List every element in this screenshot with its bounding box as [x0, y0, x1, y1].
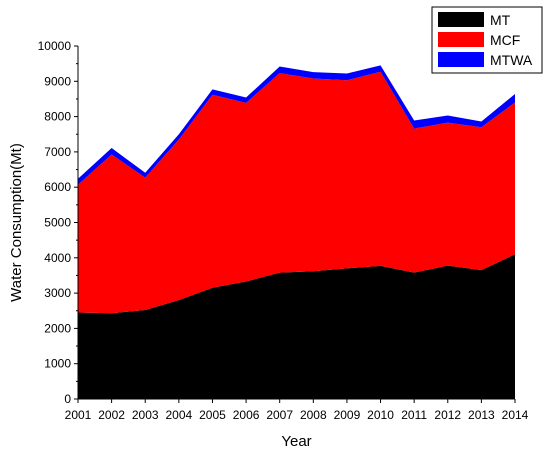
x-tick-label: 2007 [266, 408, 293, 422]
y-tick-label: 6000 [44, 180, 71, 194]
y-tick-label: 5000 [44, 216, 71, 230]
legend-swatch-mt [438, 12, 484, 27]
y-tick-label: 10000 [38, 39, 72, 53]
x-axis-title: Year [281, 433, 311, 450]
x-tick-label: 2010 [367, 408, 394, 422]
legend-swatch-mtwa [438, 52, 484, 67]
x-tick-label: 2008 [300, 408, 327, 422]
area-series-mtwa [78, 65, 515, 185]
axes: 0 1000 2000 3000 4000 5000 6000 7000 8000 9000 100… [38, 39, 529, 422]
x-axis-ticks: 2001 2002 2003 2004 2005 2006 2007 2008 2009 2010… [65, 399, 529, 422]
x-tick-label: 2004 [165, 408, 192, 422]
x-tick-label: 2001 [65, 408, 92, 422]
area-series-mcf [78, 71, 515, 314]
x-tick-label: 2006 [233, 408, 260, 422]
y-axis-title: Water Consumption(Mt) [8, 143, 25, 302]
x-tick-label: 2005 [199, 408, 226, 422]
y-tick-label: 8000 [44, 110, 71, 124]
legend-label-mt: MT [490, 12, 511, 28]
y-tick-label: 4000 [44, 251, 71, 265]
y-tick-label: 2000 [44, 321, 71, 335]
legend-label-mtwa: MTWA [490, 52, 533, 68]
x-tick-label: 2013 [468, 408, 495, 422]
legend-label-mcf: MCF [490, 32, 520, 48]
area-series-layer [78, 65, 515, 399]
y-tick-label: 0 [64, 392, 71, 406]
legend-swatch-mcf [438, 32, 484, 47]
x-tick-label: 2002 [98, 408, 125, 422]
x-tick-label: 2009 [334, 408, 361, 422]
y-tick-label: 3000 [44, 286, 71, 300]
y-axis-ticks: 0 1000 2000 3000 4000 5000 6000 7000 8000 9000 100… [38, 39, 78, 406]
x-tick-label: 2012 [434, 408, 461, 422]
x-tick-label: 2011 [401, 408, 427, 422]
y-tick-label: 9000 [44, 74, 71, 88]
y-tick-label: 1000 [44, 357, 71, 371]
area-series-mt [78, 254, 515, 399]
legend: MT MCF MTWA [431, 6, 543, 74]
x-tick-label: 2014 [502, 408, 529, 422]
x-tick-label: 2003 [132, 408, 159, 422]
y-tick-label: 7000 [44, 145, 71, 159]
